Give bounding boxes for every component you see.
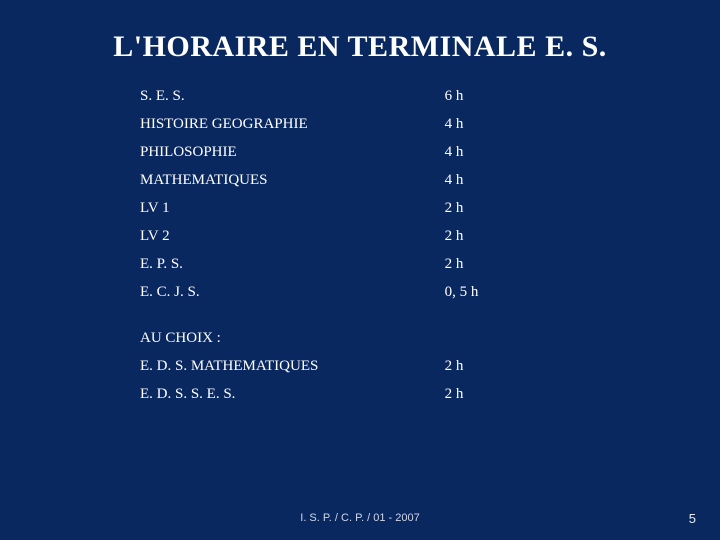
table-row: E. D. S. S. E. S. 2 h xyxy=(136,381,584,409)
subject-cell: LV 2 xyxy=(136,223,441,251)
subject-cell: E. D. S. MATHEMATIQUES xyxy=(136,353,441,381)
hours-cell: 4 h xyxy=(441,139,584,167)
table-row: S. E. S. 6 h xyxy=(136,83,584,111)
subject-cell: S. E. S. xyxy=(136,83,441,111)
hours-cell: 2 h xyxy=(441,353,584,381)
empty-cell xyxy=(441,325,584,353)
page-title: L'HORAIRE EN TERMINALE E. S. xyxy=(0,30,720,64)
schedule-table-wrap: S. E. S. 6 h HISTOIRE GEOGRAPHIE 4 h PHI… xyxy=(136,82,584,408)
hours-cell: 2 h xyxy=(441,381,584,409)
subject-cell: HISTOIRE GEOGRAPHIE xyxy=(136,111,441,139)
hours-cell: 2 h xyxy=(441,195,584,223)
table-row: E. P. S. 2 h xyxy=(136,251,584,279)
slide: L'HORAIRE EN TERMINALE E. S. S. E. S. 6 … xyxy=(0,0,720,540)
subject-cell: E. P. S. xyxy=(136,251,441,279)
table-row: PHILOSOPHIE 4 h xyxy=(136,139,584,167)
spacer-row xyxy=(136,307,584,325)
hours-cell: 2 h xyxy=(441,251,584,279)
subject-cell: MATHEMATIQUES xyxy=(136,167,441,195)
hours-cell: 6 h xyxy=(441,83,584,111)
choice-header-cell: AU CHOIX : xyxy=(136,325,441,353)
hours-cell: 0, 5 h xyxy=(441,279,584,307)
table-row: LV 2 2 h xyxy=(136,223,584,251)
table-row: LV 1 2 h xyxy=(136,195,584,223)
subject-cell: LV 1 xyxy=(136,195,441,223)
table-row: HISTOIRE GEOGRAPHIE 4 h xyxy=(136,111,584,139)
footer-text: I. S. P. / C. P. / 01 - 2007 xyxy=(0,512,720,524)
subject-cell: PHILOSOPHIE xyxy=(136,139,441,167)
table-row: E. C. J. S. 0, 5 h xyxy=(136,279,584,307)
subject-cell: E. D. S. S. E. S. xyxy=(136,381,441,409)
page-number: 5 xyxy=(689,511,696,526)
table-row: MATHEMATIQUES 4 h xyxy=(136,167,584,195)
hours-cell: 2 h xyxy=(441,223,584,251)
subject-cell: E. C. J. S. xyxy=(136,279,441,307)
hours-cell: 4 h xyxy=(441,167,584,195)
table-row: E. D. S. MATHEMATIQUES 2 h xyxy=(136,353,584,381)
hours-cell: 4 h xyxy=(441,111,584,139)
choice-header-row: AU CHOIX : xyxy=(136,325,584,353)
schedule-table: S. E. S. 6 h HISTOIRE GEOGRAPHIE 4 h PHI… xyxy=(136,82,584,408)
